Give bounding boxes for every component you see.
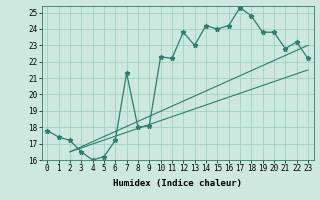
X-axis label: Humidex (Indice chaleur): Humidex (Indice chaleur) (113, 179, 242, 188)
